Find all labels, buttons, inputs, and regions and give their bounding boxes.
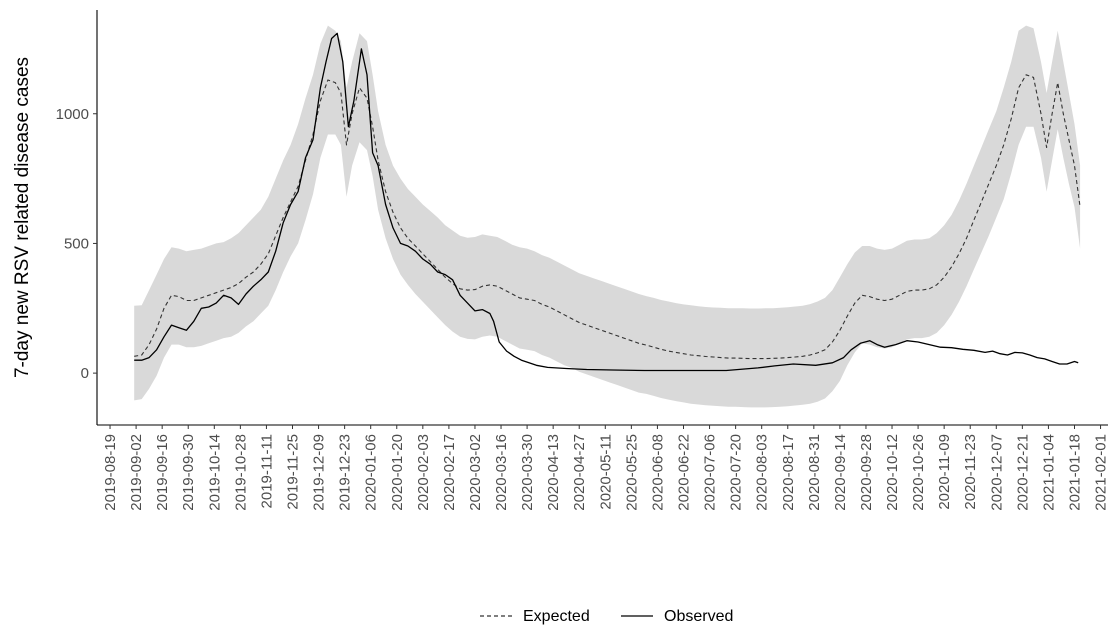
x-tick-label: 2020-03-02 xyxy=(467,434,484,511)
x-tick-label: 2020-03-30 xyxy=(519,434,536,511)
axis-layer xyxy=(96,10,1108,426)
x-tick-label: 2020-09-14 xyxy=(832,434,849,511)
x-tick-label: 2020-02-03 xyxy=(415,434,432,511)
x-tick-label: 2020-10-26 xyxy=(910,434,927,511)
y-tick-label: 0 xyxy=(81,365,89,382)
x-tick-label: 2020-08-17 xyxy=(780,434,797,511)
x-tick-label: 2020-08-31 xyxy=(806,434,823,511)
x-tick-label: 2019-09-30 xyxy=(180,434,197,511)
legend-label-observed: Observed xyxy=(664,608,733,625)
x-tick-label: 2020-06-08 xyxy=(649,434,666,511)
x-tick-label: 2020-02-17 xyxy=(441,434,458,511)
x-tick-label: 2019-09-02 xyxy=(128,434,145,511)
x-tick-label: 2020-04-27 xyxy=(571,434,588,511)
x-ticks: 2019-08-19 2019-09-02 2019-09-16 2019-09-30… xyxy=(102,425,1110,511)
x-tick-label: 2021-01-18 xyxy=(1067,434,1084,511)
x-tick-label: 2019-11-11 xyxy=(258,434,275,509)
x-tick-label: 2020-10-12 xyxy=(884,434,901,511)
y-axis-title: 7-day new RSV related disease cases xyxy=(12,57,33,378)
x-tick-label: 2020-11-23 xyxy=(962,434,979,510)
band-layer xyxy=(134,25,1081,408)
x-tick-label: 2020-06-22 xyxy=(676,434,693,511)
x-tick-label: 2020-07-20 xyxy=(728,434,745,511)
y-tick-label: 1000 xyxy=(56,106,89,123)
x-tick-label: 2019-09-16 xyxy=(154,434,171,511)
y-ticks: 0 500 1000 xyxy=(56,106,97,382)
x-tick-label: 2020-05-11 xyxy=(597,434,614,510)
x-tick-label: 2019-10-28 xyxy=(232,434,249,511)
x-tick-label: 2019-11-25 xyxy=(285,434,302,510)
x-tick-label: 2020-08-03 xyxy=(754,434,771,511)
x-tick-label: 2020-01-20 xyxy=(389,434,406,511)
x-tick-label: 2020-03-16 xyxy=(493,434,510,511)
x-tick-label: 2020-12-07 xyxy=(988,434,1005,511)
x-tick-label: 2020-04-13 xyxy=(545,434,562,511)
legend-label-expected: Expected xyxy=(523,608,590,625)
x-tick-label: 2020-12-21 xyxy=(1014,434,1031,511)
x-tick-label: 2021-01-04 xyxy=(1040,434,1057,511)
y-tick-label: 500 xyxy=(64,235,89,252)
x-tick-label: 2020-01-06 xyxy=(363,434,380,511)
series-layer xyxy=(134,32,1081,372)
legend: Expected Observed xyxy=(480,608,733,625)
x-tick-label: 2019-12-23 xyxy=(337,434,354,511)
expected-band xyxy=(134,25,1081,408)
x-tick-label: 2021-02-01 xyxy=(1093,434,1110,511)
x-tick-label: 2020-11-09 xyxy=(936,434,953,510)
x-tick-label: 2020-07-06 xyxy=(702,434,719,511)
series-line-observed xyxy=(134,32,1079,372)
x-tick-label: 2020-05-25 xyxy=(623,434,640,511)
series-line-expected xyxy=(134,74,1081,360)
x-tick-label: 2020-09-28 xyxy=(858,434,875,511)
x-tick-label: 2019-12-09 xyxy=(311,434,328,511)
x-tick-label: 2019-10-14 xyxy=(206,434,223,511)
x-tick-label: 2019-08-19 xyxy=(102,434,119,511)
